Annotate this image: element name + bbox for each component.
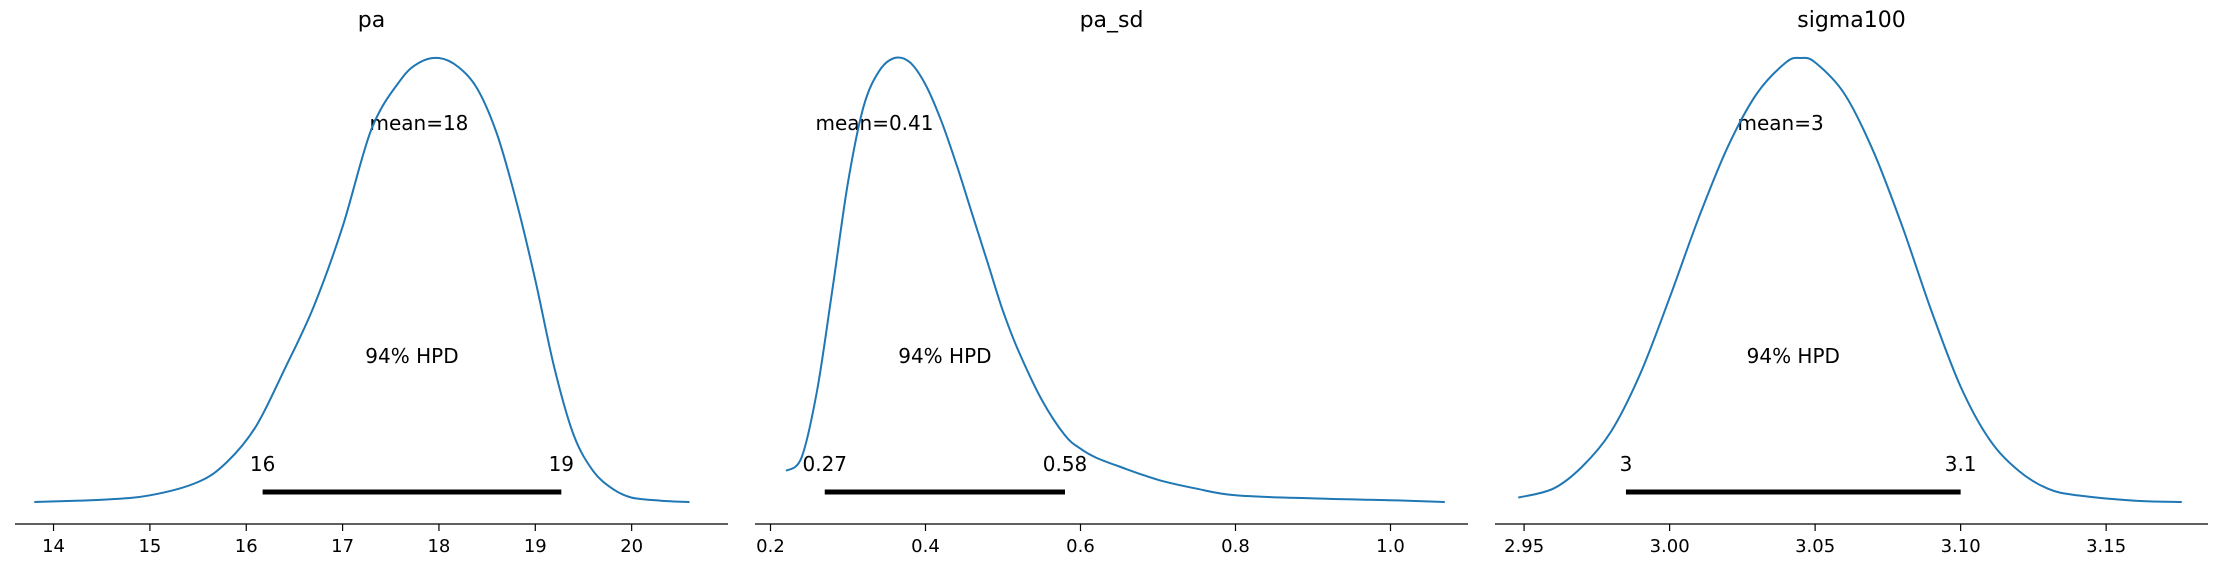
- hpd-high-label: 3.1: [1945, 452, 1977, 476]
- x-tick-label: 3.05: [1795, 536, 1835, 557]
- hpd-label: 94% HPD: [898, 344, 991, 368]
- x-tick-label: 3.10: [1941, 536, 1981, 557]
- x-tick-label: 18: [427, 536, 450, 557]
- x-tick-label: 0.6: [1066, 536, 1095, 557]
- hpd-high-label: 19: [549, 452, 574, 476]
- density-line: [34, 56, 690, 503]
- panel-title: sigma100: [1797, 8, 1905, 33]
- x-tick-label: 17: [331, 536, 354, 557]
- x-tick-label: 14: [42, 536, 65, 557]
- mean-label: mean=3: [1737, 111, 1823, 135]
- mean-label: mean=18: [369, 111, 468, 135]
- x-tick-label: 0.2: [756, 536, 785, 557]
- x-tick-label: 15: [138, 536, 161, 557]
- hpd-low-label: 16: [250, 452, 275, 476]
- x-tick-label: 16: [235, 536, 258, 557]
- density-line: [785, 56, 1445, 503]
- posterior-panel-pa-sd: pa_sd mean=0.41 94% HPD 0.27 0.58 0.2 0.4…: [755, 8, 1468, 557]
- hpd-low-label: 0.27: [802, 452, 847, 476]
- hpd-high-label: 0.58: [1043, 452, 1088, 476]
- mean-label: mean=0.41: [815, 111, 933, 135]
- x-tick-label: 20: [620, 536, 643, 557]
- hpd-low-label: 3: [1620, 452, 1633, 476]
- x-tick-label: 19: [524, 536, 547, 557]
- posterior-panel-pa: pa mean=18 94% HPD 16 19 14 15 16 17 18 19 20: [15, 8, 728, 557]
- x-tick-label: 0.4: [911, 536, 940, 557]
- hpd-label: 94% HPD: [365, 344, 458, 368]
- x-tick-label: 2.95: [1504, 536, 1544, 557]
- posterior-panel-sigma100: sigma100 mean=3 94% HPD 3 3.1 2.95 3.00 3.…: [1495, 8, 2208, 557]
- x-tick-label: 1.0: [1376, 536, 1405, 557]
- density-line: [1518, 56, 2182, 503]
- panel-title: pa: [358, 8, 385, 33]
- panel-title: pa_sd: [1080, 8, 1144, 33]
- x-tick-label: 3.15: [2086, 536, 2126, 557]
- x-tick-label: 3.00: [1650, 536, 1690, 557]
- x-tick-label: 0.8: [1221, 536, 1250, 557]
- hpd-label: 94% HPD: [1747, 344, 1840, 368]
